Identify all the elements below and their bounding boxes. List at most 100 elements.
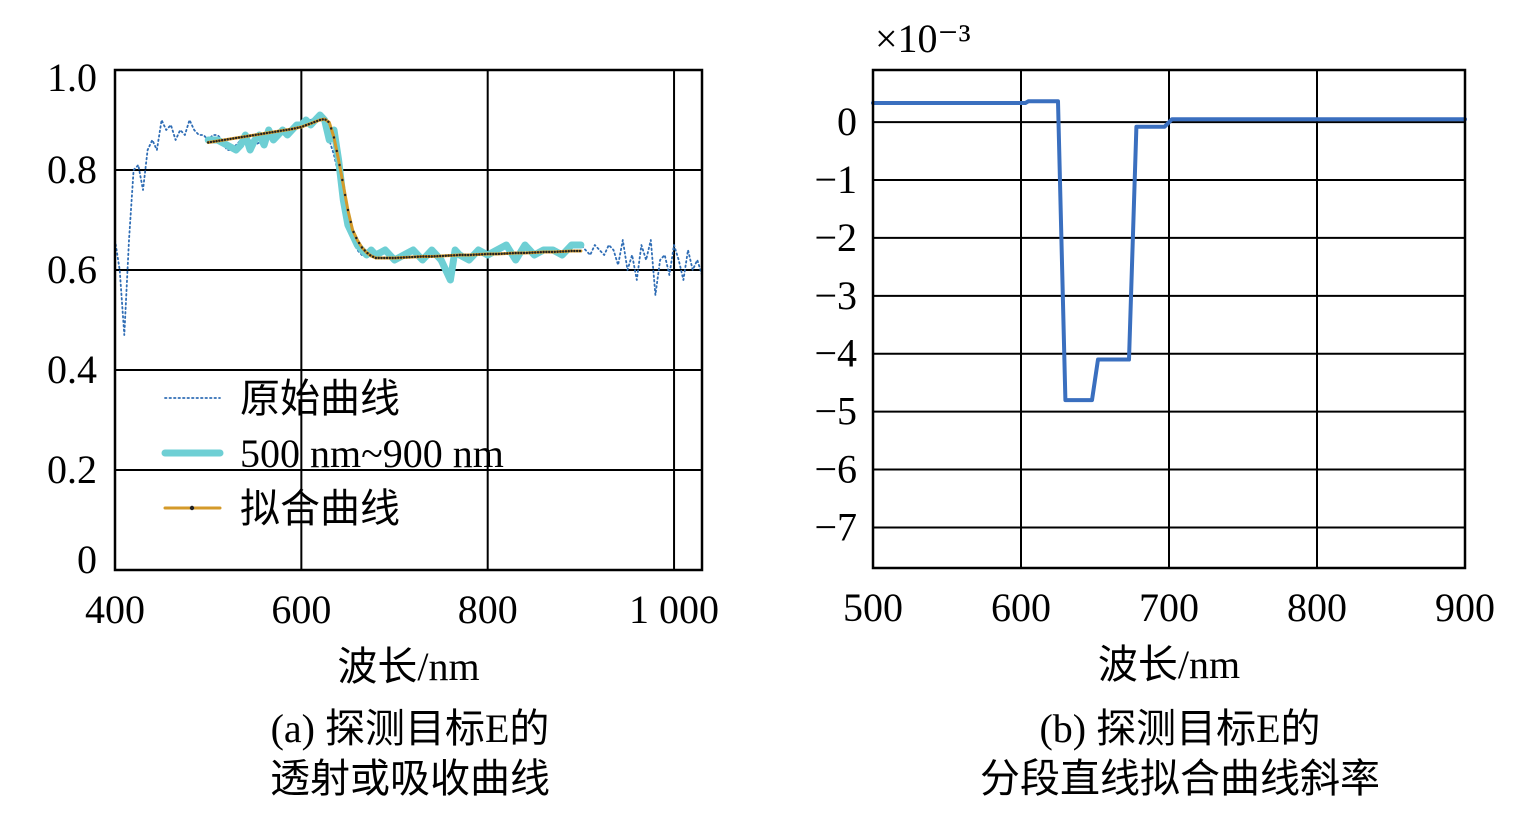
legend-swatch-dot bbox=[189, 505, 195, 511]
fit-curve-dot bbox=[357, 241, 361, 245]
fit-curve-dot bbox=[349, 220, 352, 224]
y-tick-label: 0 bbox=[77, 537, 97, 582]
fit-curve-dot bbox=[436, 255, 439, 258]
fit-curve-dot bbox=[355, 236, 358, 240]
fit-curve-dot bbox=[243, 135, 246, 138]
y-tick-label: 0.8 bbox=[47, 147, 97, 192]
fit-curve-dot bbox=[341, 178, 344, 182]
plot-frame bbox=[871, 68, 1467, 570]
fit-curve-dot bbox=[285, 128, 288, 132]
plot-frame bbox=[113, 68, 704, 572]
scale-factor-label: ×10⁻³ bbox=[875, 16, 971, 61]
fit-curve-dot bbox=[539, 250, 543, 254]
fit-curve-dot bbox=[458, 253, 461, 257]
fit-curve-dot bbox=[237, 136, 241, 139]
caption-a-line2: 透射或吸收曲线 bbox=[270, 756, 550, 801]
fit-curve-dot bbox=[520, 251, 523, 255]
x-tick-label: 600 bbox=[991, 585, 1051, 630]
fit-curve-dot bbox=[416, 255, 420, 258]
chart-panel-b: 500 600 700 800 900 0 −1 −2 −3 −4 −5 −6 −7 波长/nm ×10⁻³ bbox=[814, 16, 1495, 687]
fit-curve-dot bbox=[388, 256, 392, 260]
fit-curve-dot bbox=[444, 254, 447, 257]
fit-curve-dot bbox=[248, 134, 252, 137]
fit-curve-dot bbox=[514, 251, 517, 255]
fit-curve-dot bbox=[466, 253, 470, 257]
x-tick-label: 1 000 bbox=[629, 587, 719, 632]
fit-curve-dot bbox=[324, 118, 327, 121]
fit-curve-dot bbox=[257, 133, 260, 136]
fit-curve-dot bbox=[564, 250, 568, 253]
legend-label-1: 原始曲线 bbox=[240, 376, 400, 421]
fit-curve-dot bbox=[486, 252, 489, 256]
fit-curve-dot bbox=[232, 137, 235, 140]
fit-curve-dot bbox=[218, 139, 221, 142]
fit-curve-dot bbox=[310, 121, 313, 125]
fit-curve-dot bbox=[307, 123, 311, 126]
y-tick-label: −5 bbox=[814, 389, 857, 434]
fit-curve-dot bbox=[268, 131, 271, 134]
x-axis-label: 波长/nm bbox=[1098, 642, 1240, 687]
fit-curve-dot bbox=[430, 255, 433, 258]
fit-curve-dot bbox=[531, 251, 534, 254]
fit-curve-dot bbox=[503, 252, 506, 255]
series-line-1 bbox=[114, 114, 703, 336]
fit-curve-dot bbox=[304, 124, 308, 127]
fit-curve-dot bbox=[425, 255, 428, 258]
y-tick-label: −2 bbox=[814, 215, 857, 260]
fit-curve-dot bbox=[254, 133, 257, 137]
fit-curve-dot bbox=[575, 249, 579, 253]
fit-curve-dot bbox=[274, 130, 277, 133]
fit-curve-dot bbox=[438, 254, 442, 258]
fit-curve-dot bbox=[573, 249, 576, 253]
caption-a-line1: (a) 探测目标E的 bbox=[270, 706, 550, 751]
fit-curve-dot bbox=[461, 253, 464, 257]
fit-curve-dot bbox=[321, 118, 324, 121]
fit-curve-dot bbox=[318, 118, 322, 122]
fit-curve-dot bbox=[494, 252, 498, 256]
x-tick-label: 800 bbox=[458, 587, 518, 632]
fit-curve-dot bbox=[411, 255, 414, 259]
x-tick-label: 800 bbox=[1287, 585, 1347, 630]
fit-curve-dot bbox=[313, 120, 316, 124]
fit-curve-dot bbox=[352, 230, 355, 234]
fit-curve-dot bbox=[511, 251, 515, 255]
fit-curve-dot bbox=[229, 137, 232, 141]
fit-curve-dot bbox=[282, 129, 285, 132]
fit-curve-dot bbox=[475, 253, 478, 256]
fit-curve-dot bbox=[223, 138, 227, 141]
fit-curve-dot bbox=[441, 254, 445, 258]
x-tick-label: 700 bbox=[1139, 585, 1199, 630]
y-tick-label: 0.6 bbox=[47, 247, 97, 292]
fit-curve-dot bbox=[279, 129, 283, 132]
fit-curve-dot bbox=[550, 250, 554, 254]
fit-curve-dot bbox=[299, 126, 302, 129]
fit-curve-dot bbox=[450, 254, 453, 257]
fit-curve-dot bbox=[251, 134, 255, 137]
fit-curve-dot bbox=[206, 141, 210, 144]
fit-curve-dot bbox=[522, 251, 526, 255]
y-tick-label: −4 bbox=[814, 331, 857, 376]
caption-b-line2: 分段直线拟合曲线斜率 bbox=[980, 756, 1380, 801]
fit-curve-dot bbox=[478, 253, 481, 256]
fit-curve-dot bbox=[469, 253, 473, 257]
fit-curve-dot bbox=[391, 256, 394, 260]
fit-curve-dot bbox=[497, 252, 501, 256]
fit-curve-dot bbox=[506, 252, 509, 255]
legend-label-2: 500 nm~900 nm bbox=[240, 431, 504, 476]
fit-curve-dot bbox=[209, 140, 213, 144]
fit-curve-dot bbox=[265, 131, 269, 135]
chart-panel-a: 400 600 800 1 000 0 0.2 0.4 0.6 0.8 1.0 波长/nm 原始曲线 5… bbox=[47, 55, 719, 689]
fit-curve-dot bbox=[302, 125, 305, 128]
y-tick-label: 0.2 bbox=[47, 447, 97, 492]
fit-curve-dot bbox=[525, 251, 529, 255]
x-tick-label: 600 bbox=[271, 587, 331, 632]
x-tick-label: 400 bbox=[85, 587, 145, 632]
y-tick-label: −1 bbox=[814, 157, 857, 202]
fit-curve-dot bbox=[335, 149, 338, 153]
fit-curve-dot bbox=[422, 255, 425, 258]
caption-b-line1: (b) 探测目标E的 bbox=[1039, 706, 1321, 751]
fit-curve-dot bbox=[383, 256, 386, 260]
fit-curve-dot bbox=[547, 250, 551, 254]
fit-curve-dot bbox=[500, 252, 503, 255]
